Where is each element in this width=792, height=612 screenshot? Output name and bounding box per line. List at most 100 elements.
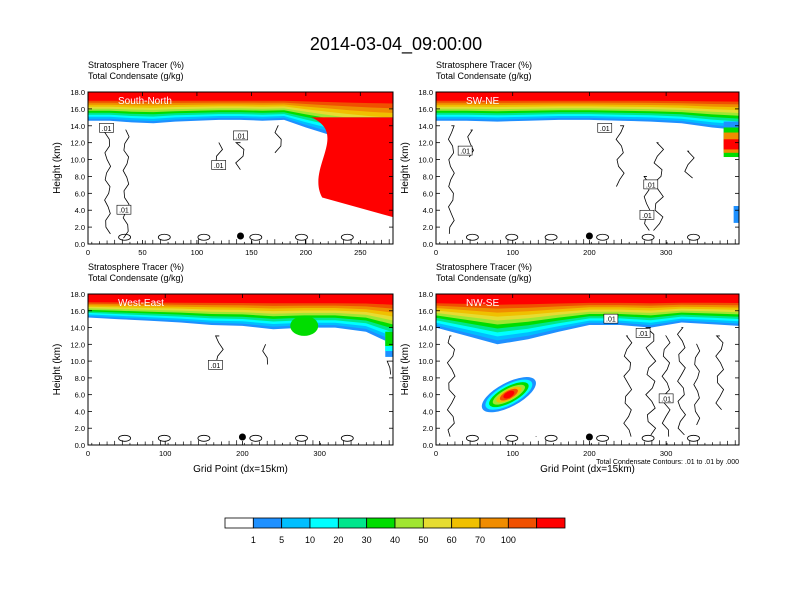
plot-area: South-North .01 .01 .01 .01 [88,92,393,244]
panel-subtitle-condensate: Total Condensate (g/kg) [88,71,184,81]
low-cloud-contour [596,233,609,241]
colorbar-box [422,517,453,529]
low-cloud-contour [465,434,479,442]
y-axis-label: Height (km) [52,142,63,194]
low-cloud-contour [465,233,479,241]
x-tick-label: 200 [236,449,249,458]
x-tick-label: 100 [159,449,172,458]
contour-label-box [643,179,659,190]
y-tick-label: 14.0 [418,122,433,131]
cross-section-label: West-East [118,298,164,309]
low-cloud-contour [295,434,308,442]
colorbar-box [394,517,424,529]
panel-frame [87,91,394,245]
colorbar-label: 20 [333,535,343,545]
contour-label: .01 [236,133,246,140]
panel-subtitle-condensate: Total Condensate (g/kg) [436,273,532,283]
tracer-edge [723,139,739,150]
y-tick-label: 10.0 [418,156,433,165]
y-tick-label: 6.0 [75,189,85,198]
contour-label-box [635,328,651,338]
location-marker [238,433,246,441]
colorbar: 1 5 10 20 30 40 50 60 70 100 [224,517,566,545]
condensate-contour [447,125,455,234]
x-tick-label: 100 [191,248,204,257]
contour-label: .01 [211,363,221,370]
condensate-contour [715,335,725,411]
y-tick-label: 10.0 [70,357,85,366]
low-cloud-contour [295,233,308,241]
condensate-contour [386,360,392,375]
low-cloud-contour [544,434,558,442]
x-tick-label: 100 [506,449,519,458]
plot-area: West-East .01 [88,294,393,445]
contour-label: .01 [661,396,671,403]
x-tick-label: 300 [660,449,673,458]
y-tick-label: 2.0 [75,223,85,232]
x-tick-label: 200 [583,248,596,257]
panel-subtitle-condensate: Total Condensate (g/kg) [436,71,532,81]
y-tick-label: 0.0 [75,441,85,450]
y-tick-label: 14.0 [70,324,85,333]
colorbar-label: 40 [390,535,400,545]
low-cloud-contour [340,434,354,442]
colorbar-label: 100 [501,535,516,545]
y-tick-label: 6.0 [423,189,433,198]
y-tick-label: 4.0 [75,206,85,215]
y-axis-label: Height (km) [400,344,411,396]
condensate-contour [684,150,695,179]
panel-west-east: Stratosphere Tracer (%)Total Condensate … [52,262,394,475]
y-tick-label: 8.0 [423,172,433,181]
contour-label-box [639,209,655,220]
low-cloud-contour [157,434,171,442]
y-tick-label: 8.0 [423,374,433,383]
panel-sw-ne: Stratosphere Tracer (%)Total Condensate … [400,60,740,257]
tracer-fold [503,390,515,399]
contour-label-box [211,160,227,170]
y-tick-label: 6.0 [423,391,433,400]
x-tick-label: 300 [313,449,326,458]
low-cloud-contour [505,233,519,241]
colorbar-box [309,517,339,529]
y-tick-label: 10.0 [70,156,85,165]
tracer-top-band [436,92,739,99]
panel-subtitle-tracer: Stratosphere Tracer (%) [88,60,184,70]
plot-area: NW-SE .01 .01 .01 [436,294,739,445]
tracer-top-band [436,294,739,301]
condensate-contour [104,125,112,235]
condensate-contour [645,327,657,436]
colorbar-box [281,517,311,529]
cross-section-label: SW-NE [466,96,499,107]
y-tick-label: 14.0 [418,324,433,333]
panel-subtitle-condensate: Total Condensate (g/kg) [88,273,184,283]
x-tick-label: 0 [86,248,90,257]
colorbar-box [224,517,254,529]
tracer-intrusion [311,117,393,218]
x-axis-label: Grid Point (dx=15km) [193,464,288,475]
colorbar-label: 1 [251,535,256,545]
contour-label-box [603,313,619,324]
low-cloud-contour [596,434,609,442]
y-tick-label: 14.0 [70,122,85,131]
y-tick-label: 18.0 [418,88,433,97]
y-tick-label: 6.0 [75,391,85,400]
condensate-contour [262,344,268,365]
y-tick-label: 2.0 [423,223,433,232]
x-tick-label: 150 [245,248,258,257]
colorbar-label: 60 [447,535,457,545]
figure-title: 2014-03-04_09:00:00 [310,34,482,55]
y-tick-label: 2.0 [423,424,433,433]
contour-label: .01 [214,163,224,170]
tracer-top-band [88,294,393,301]
y-tick-label: 16.0 [70,307,85,316]
colorbar-box [252,517,283,529]
contour-label: .01 [646,182,656,189]
condensate-contour [467,129,474,158]
low-cloud-contour [118,434,131,442]
contour-label-box [597,123,613,133]
y-tick-label: 8.0 [75,172,85,181]
colorbar-label: 30 [362,535,372,545]
contour-label-box [116,204,132,215]
contour-footnote: Total Condensate Contours: .01 to .01 by… [596,459,739,466]
